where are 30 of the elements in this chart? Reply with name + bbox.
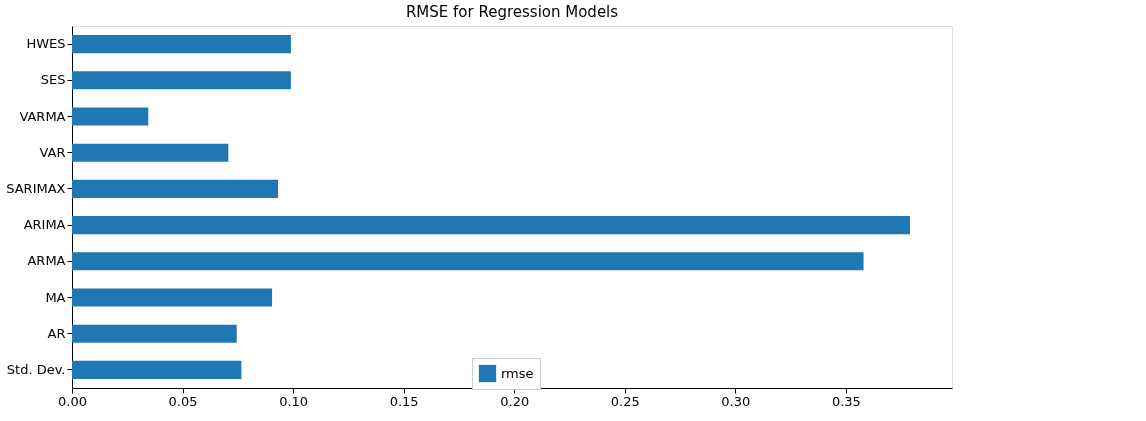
x-tick-label: 0.00 [58,393,87,409]
x-tick-label: 0.15 [389,393,419,409]
legend-label: rmse [501,365,534,381]
bar [72,288,273,307]
bar [72,360,242,379]
bar [72,35,291,54]
bar [72,107,149,126]
x-tick-label: 0.25 [610,393,640,409]
y-tick-label: HWES [26,36,66,52]
y-tick-label: SES [40,72,66,88]
y-tick-label: VARMA [19,108,66,124]
bar [72,252,864,271]
x-tick-label: 0.20 [500,393,530,409]
bar [72,324,237,343]
bar [72,143,229,162]
x-tick-label: 0.35 [831,393,861,409]
y-tick-label: VAR [39,144,66,160]
y-tick-label: ARIMA [23,217,66,233]
bar [72,216,910,235]
y-tick-label: AR [47,325,66,341]
y-tick-label: MA [45,289,66,305]
bar [72,71,291,90]
y-tick-label: SARIMAX [6,180,66,196]
chart-title: RMSE for Regression Models [405,3,619,21]
y-tick-label: Std. Dev. [6,361,66,377]
x-tick-label: 0.30 [721,393,751,409]
y-tick-label: ARMA [27,253,66,269]
bar [72,179,279,198]
x-tick-label: 0.05 [168,393,198,409]
x-tick-label: 0.10 [279,393,309,409]
